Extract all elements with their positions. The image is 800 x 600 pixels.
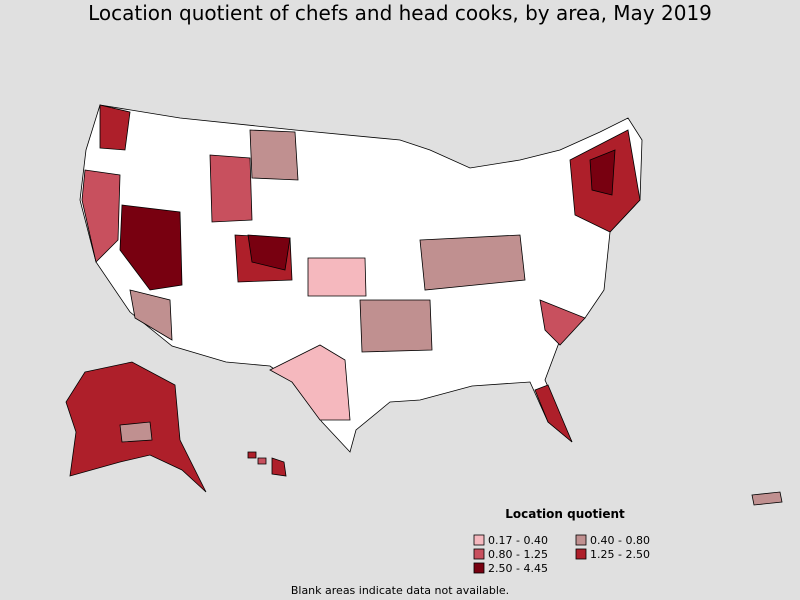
legend-label: 1.25 - 2.50 (590, 548, 650, 561)
region (589, 149, 616, 196)
hawaii (271, 457, 287, 477)
region (119, 421, 153, 443)
legend-title: Location quotient (505, 507, 625, 521)
region (99, 104, 131, 151)
legend-swatch (473, 548, 485, 560)
region (539, 299, 586, 346)
region (359, 299, 433, 353)
footnote: Blank areas indicate data not available. (291, 584, 509, 597)
map (65, 104, 783, 506)
region (249, 129, 299, 181)
region (534, 384, 573, 443)
region (419, 234, 526, 291)
legend-swatch (575, 548, 587, 560)
region (269, 344, 351, 421)
region (129, 289, 173, 341)
region (119, 204, 183, 291)
legend-label: 2.50 - 4.45 (488, 562, 548, 575)
legend-label: 0.40 - 0.80 (590, 534, 650, 547)
map-title: Location quotient of chefs and head cook… (88, 1, 712, 25)
legend-swatch (473, 534, 485, 546)
legend-label: 0.17 - 0.40 (488, 534, 548, 547)
region (307, 257, 367, 297)
region (81, 169, 121, 263)
legend: Location quotient 0.17 - 0.40 0.40 - 0.80… (473, 507, 650, 575)
puerto-rico (751, 491, 783, 506)
hawaii (247, 451, 257, 459)
legend-label: 0.80 - 1.25 (488, 548, 548, 561)
legend-swatch (473, 562, 485, 574)
legend-swatch (575, 534, 587, 546)
region (247, 234, 291, 271)
region (209, 154, 253, 223)
hawaii (257, 457, 267, 465)
